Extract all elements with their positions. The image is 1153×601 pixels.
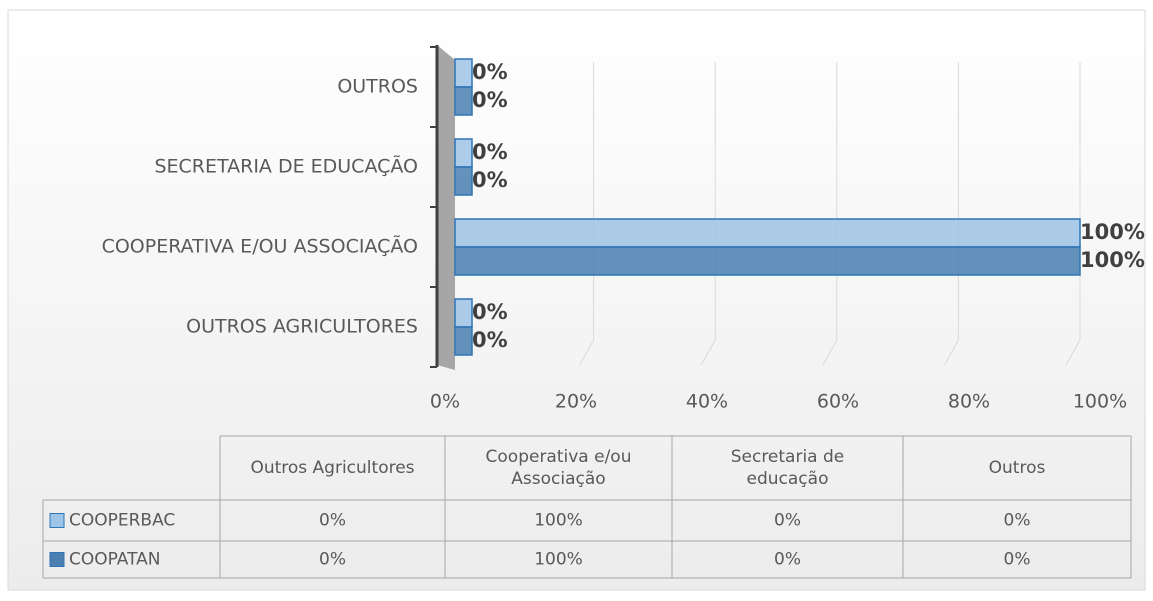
grid-line [822,62,838,366]
table-header-text: Outros [988,457,1046,478]
bar [454,326,473,356]
legend-label: COOPERBAC [69,511,175,531]
table-header-text: Outros Agricultores [250,457,415,478]
data-label: 0% [472,300,508,324]
data-label: 0% [472,328,508,352]
table-cell: 0% [774,550,801,570]
x-tick-label: 60% [817,391,859,413]
data-label: 100% [1080,248,1145,272]
grid-line [943,62,959,366]
x-tick-label: 80% [948,391,990,413]
category-label: SECRETARIA DE EDUCAÇÃO [154,155,418,178]
data-label: 0% [472,60,508,84]
table-cell: 0% [1004,550,1031,570]
grid-line [579,62,595,366]
bar [454,166,473,196]
table-cell: 0% [1004,511,1031,531]
bar [454,86,473,116]
table-cell: 0% [774,511,801,531]
chart-area [7,9,1146,591]
x-tick-label: 20% [555,391,597,413]
table-cell: 100% [534,550,583,570]
table-header: Secretaria de educação [730,446,845,489]
category-label: COOPERATIVA E/OU ASSOCIAÇÃO [102,235,418,258]
table-cell: 0% [319,550,346,570]
data-label: 0% [472,168,508,192]
table-cell: 0% [319,511,346,531]
table-header: Cooperativa e/ou Associação [485,446,632,489]
bar [454,246,1081,276]
legend-label: COOPATAN [69,550,161,570]
bar [454,58,473,88]
table-cell: 100% [534,511,583,531]
x-tick-label: 100% [1073,391,1127,413]
table-header-text: Cooperativa e/ou Associação [485,446,632,489]
grid-line [700,62,716,366]
data-label: 100% [1080,220,1145,244]
axis-wall [437,45,455,370]
bar [454,138,473,168]
table-header-text: Secretaria de educação [730,446,845,489]
data-label: 0% [472,140,508,164]
bar [454,298,473,328]
legend-key [49,552,65,567]
legend-key [49,513,65,528]
grid-line [1065,62,1081,366]
table-header: Outros [988,457,1046,478]
category-label: OUTROS AGRICULTORES [186,316,418,338]
x-tick-label: 40% [686,391,728,413]
x-tick-label: 0% [430,391,460,413]
bar [454,218,1081,248]
table-header: Outros Agricultores [250,457,415,478]
category-label: OUTROS [337,76,418,98]
data-label: 0% [472,88,508,112]
